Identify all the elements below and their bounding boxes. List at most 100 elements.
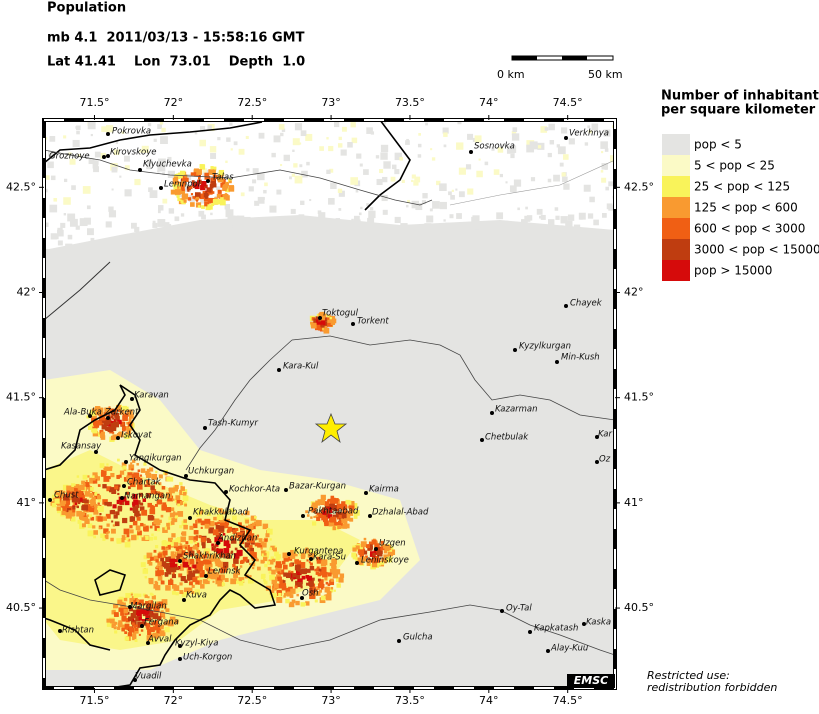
population-cell [324,501,330,507]
population-cell [224,511,227,514]
population-cell [194,184,200,190]
population-cell [230,235,236,240]
population-cell [140,629,144,632]
city-dot [546,649,550,653]
population-cell [167,521,173,526]
population-cell [279,569,285,575]
population-cell [81,523,86,528]
population-cell [254,200,260,206]
population-cell [411,174,416,179]
population-cell [150,516,155,520]
population-cell [49,204,58,213]
population-cell [329,580,335,586]
population-cell [281,579,284,583]
map-frame-dash [43,119,616,689]
population-cell [319,146,324,151]
population-cell [208,578,211,581]
y-tick-label: 42.5° [6,180,36,193]
city-dot [277,368,281,372]
city-label: Uzgen [379,539,406,549]
population-cell [195,580,200,585]
population-cell [127,472,133,478]
agency-label: EMSC [574,674,608,687]
population-cell [355,545,360,550]
population-cell [177,551,183,558]
population-cell [565,220,573,229]
population-cell [151,622,155,626]
population-cell [306,582,310,586]
population-cell [360,541,367,548]
population-cell [200,184,206,191]
population-cell [146,626,150,630]
population-cell [179,563,184,568]
population-cell [196,514,199,518]
population-cell [467,236,473,242]
population-cell [315,511,318,515]
population-cell [114,485,119,490]
population-cell [282,552,289,559]
population-cell [185,560,189,564]
population-cell [505,181,508,184]
population-cell [93,530,98,535]
population-cell [113,612,119,617]
x-tick-label: 73.5° [395,96,425,109]
population-cell [140,562,146,568]
population-cell [180,213,185,217]
population-cell [76,493,80,496]
population-cell [242,556,248,562]
population-cell [194,131,198,135]
population-cell [177,186,180,189]
population-cell [153,620,159,626]
population-cell [92,420,99,426]
population-cell [345,499,350,505]
population-cell [47,255,54,263]
city-dot [206,179,210,183]
population-cell [458,167,466,175]
location-info: Lat 41.41 Lon 73.01 Depth 1.0 [47,55,305,70]
population-cell [128,616,133,622]
population-cell [63,213,67,216]
population-cell [45,175,50,180]
population-cell [318,259,321,262]
population-cell [309,593,316,600]
population-cell [145,615,150,621]
population-cell [136,500,141,505]
population-cell [308,257,314,263]
population-cell [422,231,430,239]
population-cell [187,189,190,192]
population-cell [216,548,222,554]
population-cell [322,507,325,510]
population-cell [610,253,615,261]
population-cell [147,630,152,636]
population-cell [164,543,168,547]
x-tick-label: 71.5° [79,96,109,109]
population-cell [97,502,100,505]
population-cell [341,501,347,507]
population-cell [218,525,225,532]
y-tick-label: 42° [17,286,37,299]
population-cell [239,246,245,252]
population-cell [376,178,383,186]
population-cell [67,213,76,222]
population-cell [93,166,99,173]
population-cell [329,517,334,523]
population-cell [130,613,137,619]
population-cell [370,207,374,211]
population-cell [110,472,115,478]
population-cell [87,228,94,236]
population-cell [87,523,93,529]
population-cell [228,186,235,192]
population-cell [211,177,215,181]
population-cell [320,499,326,505]
city-dot [182,598,186,602]
population-cell [165,585,171,591]
population-cell [314,324,321,331]
population-cell [88,530,95,537]
population-cell [290,549,297,556]
population-cell [328,233,333,238]
x-tick-label: 74.5° [553,96,583,109]
population-cell [106,486,112,492]
population-cell [130,427,134,431]
population-cell [339,573,345,578]
population-cell [474,135,482,143]
